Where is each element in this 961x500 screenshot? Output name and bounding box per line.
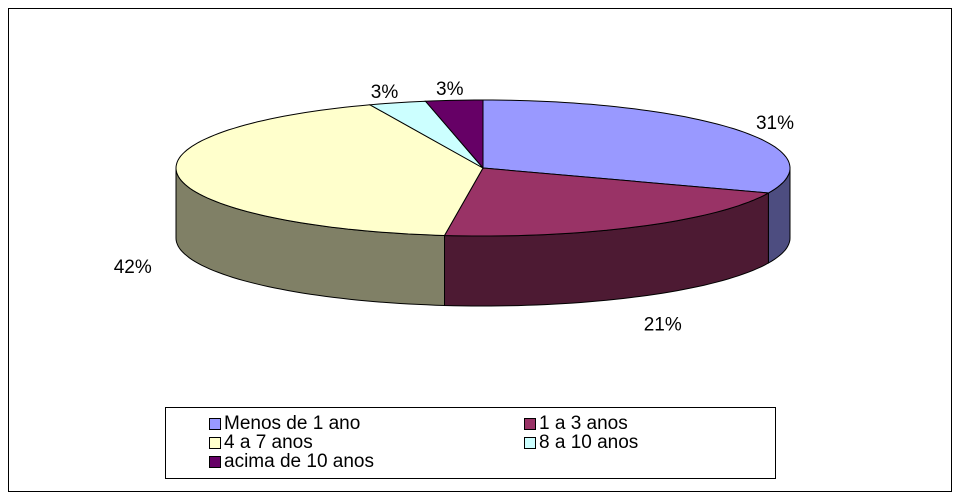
legend-label: Menos de 1 ano (224, 413, 360, 434)
slice (482, 99, 791, 194)
slice (443, 167, 771, 237)
slice (424, 99, 484, 170)
data-label: 3% (436, 79, 464, 100)
legend-label: acima de 10 anos (224, 451, 374, 472)
legend-swatch (209, 437, 221, 449)
legend-swatch (524, 418, 536, 430)
data-label: 21% (644, 314, 682, 335)
legend-label: 1 a 3 anos (539, 413, 628, 434)
data-label: 3% (371, 82, 399, 103)
legend-swatch (524, 437, 536, 449)
slice (175, 104, 484, 237)
legend-box (165, 407, 776, 479)
legend-label: 4 a 7 anos (224, 432, 313, 453)
legend-label: 8 a 10 anos (539, 432, 638, 453)
data-label: 31% (756, 113, 794, 134)
slice (368, 100, 484, 169)
legend-swatch (209, 418, 221, 430)
data-label: 42% (114, 257, 152, 278)
legend-swatch (209, 456, 221, 468)
